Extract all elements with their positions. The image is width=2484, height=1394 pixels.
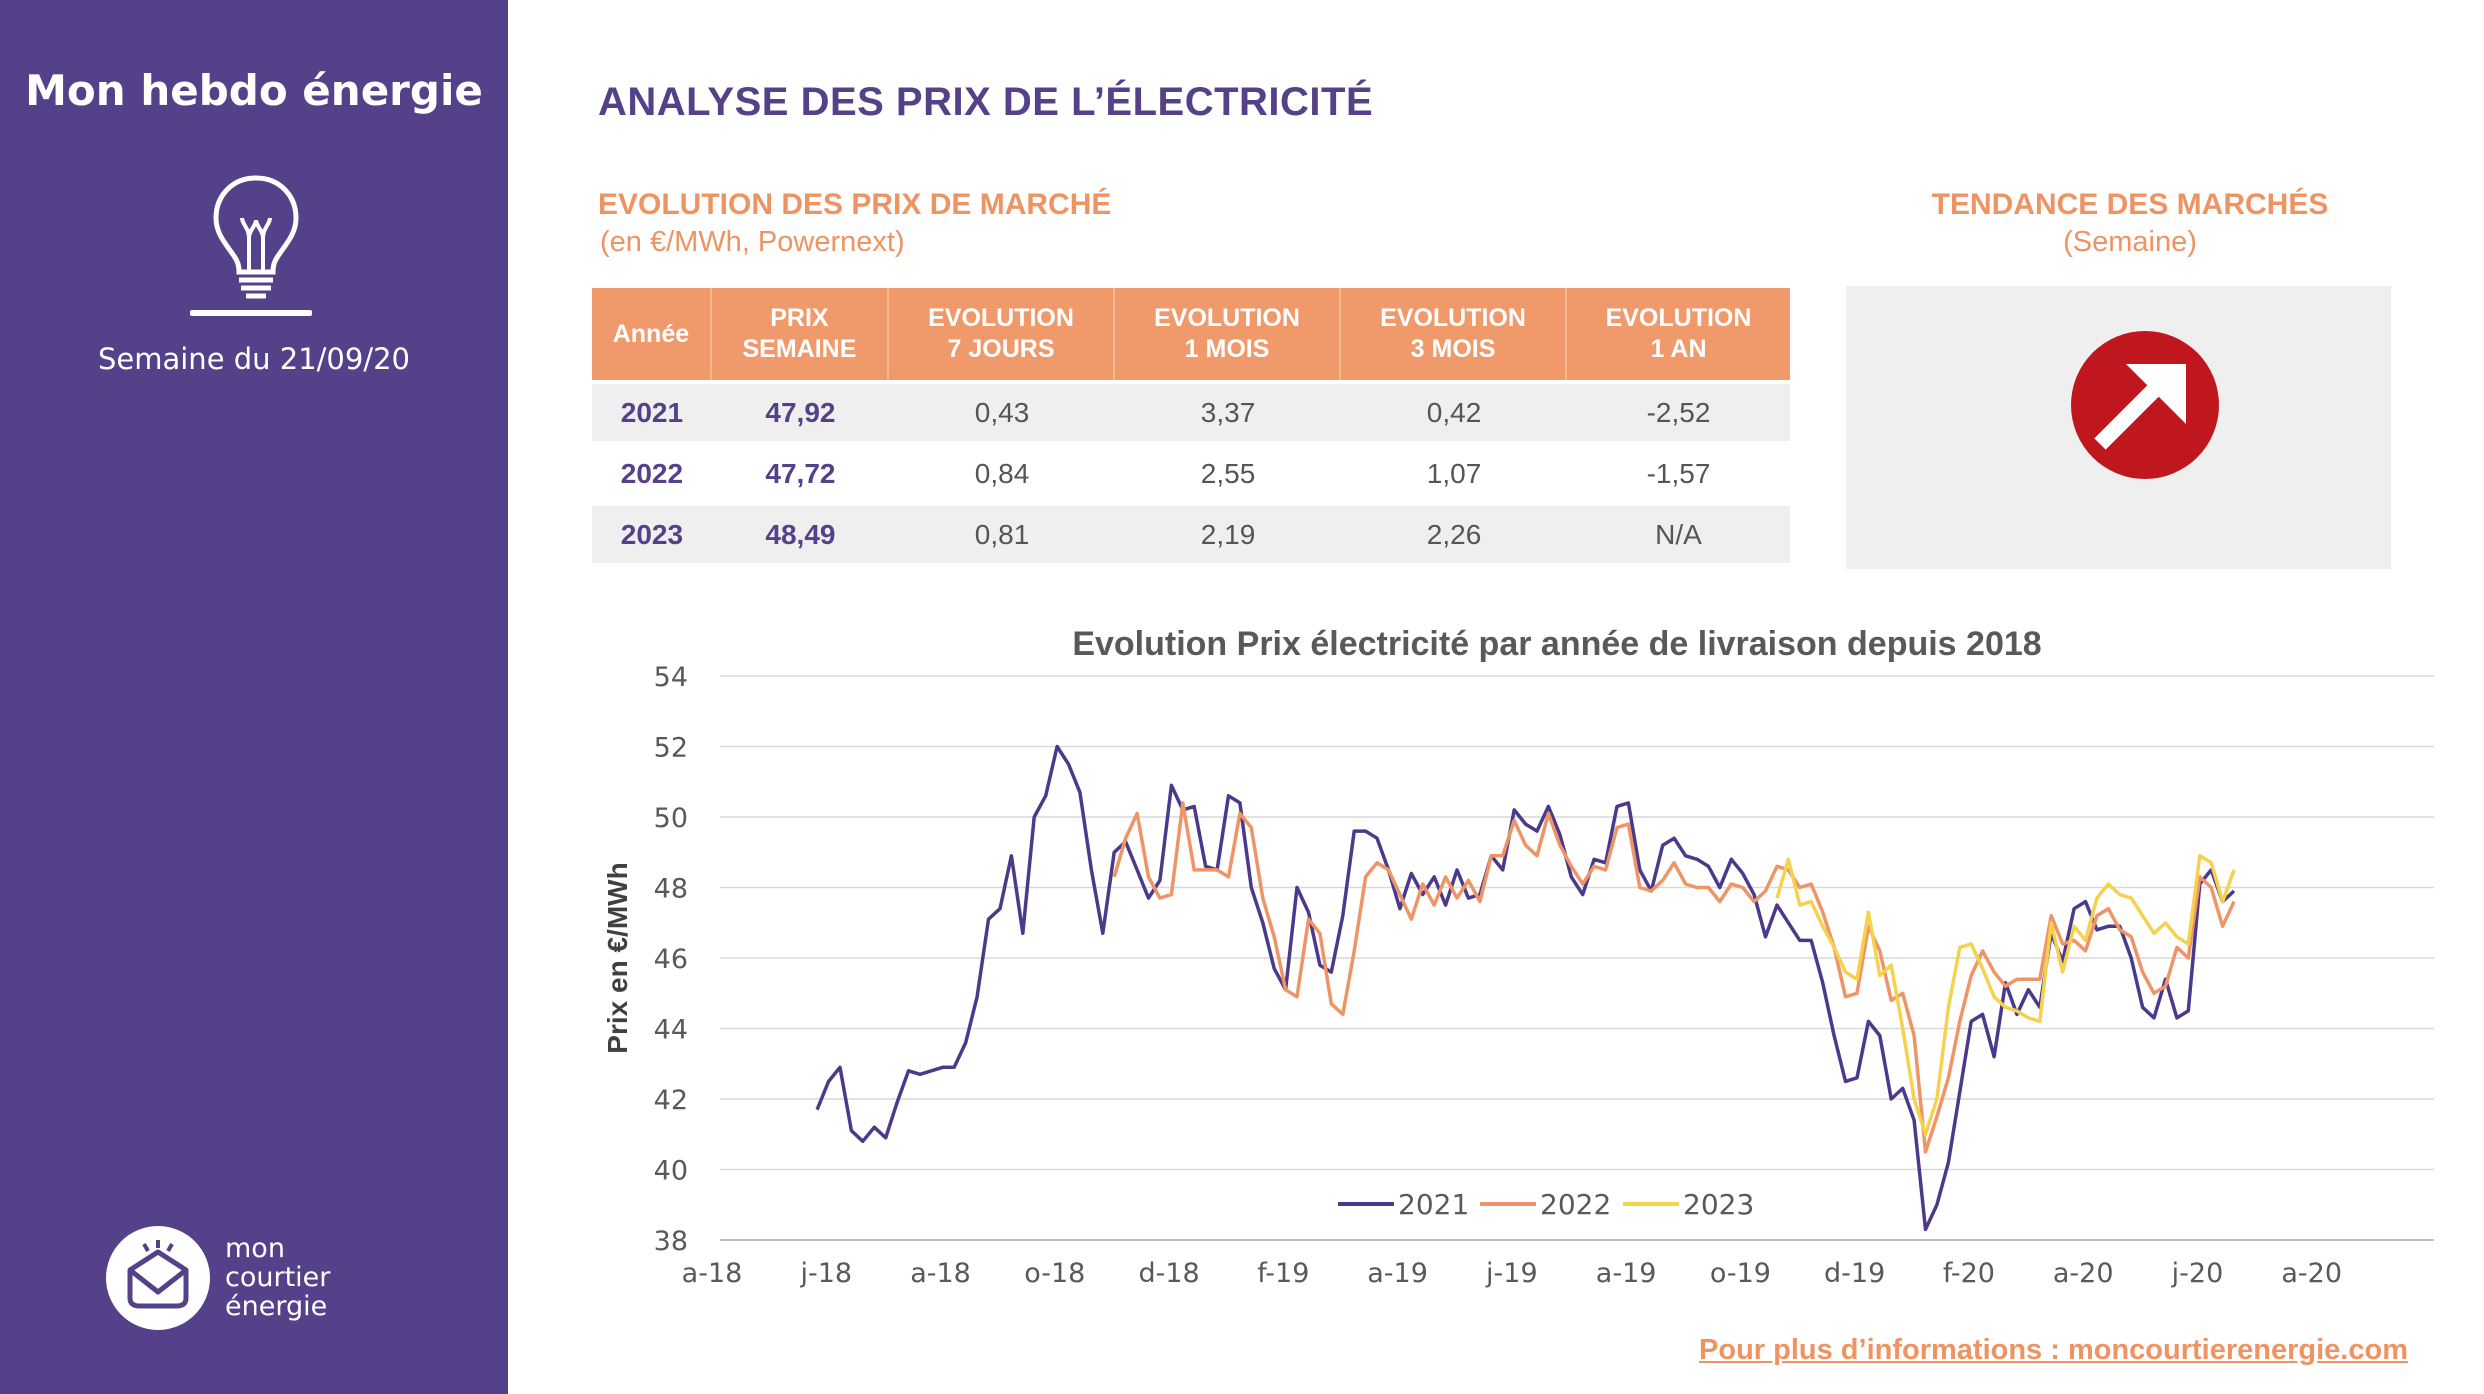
y-tick-label: 46 [654, 944, 688, 975]
table-row: 2022 47,72 0,84 2,55 1,07 -1,57 [592, 445, 1790, 502]
header-label: 1 MOIS [1184, 335, 1270, 363]
x-tick-label: a-19 [1367, 1258, 1428, 1289]
table-cell: 47,72 [765, 457, 836, 489]
series-line-2022 [1112, 801, 2236, 1154]
x-tick-label: j-19 [1485, 1258, 1538, 1289]
header-label: SEMAINE [742, 335, 857, 363]
logo-line: énergie [225, 1291, 328, 1322]
x-tick-label: d-18 [1138, 1258, 1199, 1289]
table-cell: 0,42 [1341, 384, 1568, 441]
table-cell: 2023 [592, 506, 712, 563]
week-label: Semaine du 21/09/20 [97, 342, 411, 376]
lightbulb-icon [213, 175, 299, 299]
table-cell: -1,57 [1646, 457, 1711, 489]
envelope-crown-icon [127, 1240, 189, 1309]
table-cell: 0,84 [974, 457, 1030, 489]
divider [190, 310, 312, 316]
col-header-year: Année [592, 288, 712, 380]
y-tick-label: 52 [654, 733, 688, 764]
x-tick-label: a-20 [2281, 1258, 2342, 1289]
price-table: Année PRIX SEMAINE EVOLUTION 7 JOURS EVOLU… [592, 284, 1790, 567]
legend-label-2021: 2021 [1398, 1188, 1469, 1221]
table-cell: 2,26 [1341, 506, 1568, 563]
table-row: 2021 47,92 0,43 3,37 0,42 -2,52 [592, 384, 1790, 441]
sidebar: Mon hebdo énergie Semaine du 21/09/20 mo… [0, 0, 508, 1394]
table-cell: 0,81 [889, 506, 1116, 563]
page-title: ANALYSE DES PRIX DE L’ÉLECTRICITÉ [598, 80, 1374, 124]
y-tick-label: 40 [654, 1156, 688, 1187]
x-tick-label: a-19 [1596, 1258, 1657, 1289]
table-cell: 2022 [620, 457, 684, 489]
header-label: EVOLUTION [1605, 304, 1752, 332]
x-tick-label: a-20 [2053, 1258, 2114, 1289]
section-title: EVOLUTION DES PRIX DE MARCHÉ [598, 188, 1112, 221]
up-right-arrow-icon [2071, 331, 2219, 479]
legend-label-2022: 2022 [1540, 1188, 1611, 1221]
table-cell: 48,49 [711, 506, 890, 563]
x-tick-label: a-18 [682, 1258, 743, 1289]
section-unit: (en €/MWh, Powernext) [600, 226, 905, 258]
y-tick-label: 54 [654, 662, 688, 693]
brand-wordmark: mon courtier énergie [225, 1234, 330, 1321]
table-row: 2023 48,49 0,81 2,19 2,26 N/A [592, 506, 1790, 563]
series-line-2021 [815, 744, 2236, 1232]
x-tick-label: j-20 [2171, 1258, 2224, 1289]
header-label: PRIX [770, 304, 829, 332]
brand-title: Mon hebdo énergie [25, 66, 483, 115]
y-tick-label: 42 [654, 1085, 688, 1116]
header-label: EVOLUTION [1380, 304, 1526, 332]
y-tick-label: 50 [654, 803, 688, 834]
table-cell: 2021 [592, 384, 712, 441]
table-header-row: Année PRIX SEMAINE EVOLUTION 7 JOURS EVOLU… [592, 288, 1790, 380]
x-tick-label: f-19 [1257, 1258, 1309, 1289]
trend-subtitle: (Semaine) [2063, 226, 2197, 258]
col-header-1y: EVOLUTION 1 AN [1567, 288, 1790, 380]
y-axis-label: Prix en €/MWh [602, 862, 633, 1053]
col-header-1m: EVOLUTION 1 MOIS [1115, 288, 1342, 380]
table-cell: 1,07 [1426, 457, 1482, 489]
col-header-price: PRIX SEMAINE [711, 288, 890, 380]
header-label: EVOLUTION [928, 304, 1074, 332]
legend-label-2023: 2023 [1683, 1188, 1754, 1221]
header-label: 1 AN [1650, 335, 1707, 363]
header-label: 3 MOIS [1410, 335, 1496, 363]
col-header-7d: EVOLUTION 7 JOURS [889, 288, 1116, 380]
table-cell: 47,92 [711, 384, 890, 441]
table-cell: N/A [1567, 506, 1790, 563]
chart-title: Evolution Prix électricité par année de … [1072, 625, 2041, 663]
table-cell: -2,52 [1567, 384, 1790, 441]
col-header-3m: EVOLUTION 3 MOIS [1341, 288, 1568, 380]
logo-line: courtier [225, 1262, 331, 1293]
x-tick-label: o-18 [1024, 1258, 1085, 1289]
table-cell: 0,43 [889, 384, 1116, 441]
y-tick-label: 48 [654, 874, 688, 905]
series-line-2023 [1775, 854, 2236, 1137]
table-cell: 2,55 [1200, 457, 1256, 489]
x-tick-label: f-20 [1943, 1258, 1995, 1289]
y-tick-label: 38 [654, 1226, 688, 1257]
x-tick-label: j-18 [799, 1258, 852, 1289]
header-label: EVOLUTION [1154, 304, 1300, 332]
logo-line: mon [225, 1233, 285, 1264]
price-line-chart: Evolution Prix électricité par année de … [602, 625, 2434, 1289]
trend-title: TENDANCE DES MARCHÉS [1931, 188, 2329, 221]
info-link[interactable]: Pour plus d’informations : moncourtieren… [1699, 1334, 2408, 1366]
header-label: Année [612, 319, 690, 348]
table-cell: 2,19 [1115, 506, 1342, 563]
trend-panel [1846, 286, 2391, 569]
header-label: 7 JOURS [947, 335, 1055, 363]
x-tick-label: o-19 [1710, 1258, 1771, 1289]
brand-logo [106, 1226, 210, 1330]
x-tick-label: a-18 [910, 1258, 971, 1289]
table-cell: 3,37 [1115, 384, 1342, 441]
y-tick-label: 44 [654, 1015, 688, 1046]
x-tick-label: d-19 [1824, 1258, 1885, 1289]
